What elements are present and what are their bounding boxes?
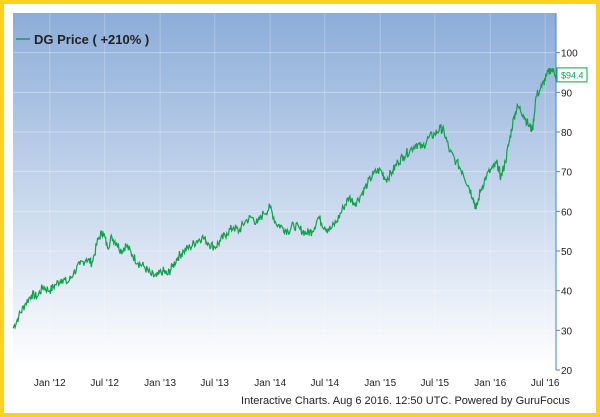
last-price-box [556,67,588,83]
y-tick-label: 70 [561,168,573,179]
y-axis-ticks: 20 30 40 50 60 70 80 90 100 [556,49,578,377]
y-tick-label: 20 [561,366,573,377]
x-tick-label: Jan '14 [254,378,286,389]
x-tick-label: Jul '12 [90,378,119,389]
last-price-flag: $94.4 [556,67,588,83]
x-tick-label: Jul '14 [310,378,339,389]
grid-lines [13,13,556,371]
x-tick-label: Jan '13 [144,378,176,389]
x-tick-label: Jan '16 [474,378,506,389]
plot-background [13,13,556,370]
x-axis-ticks: Jan '12 Jul '12 Jan '13 Jul '13 Jan '14 Jul '… [34,378,560,389]
x-tick-label: Jul '15 [421,378,450,389]
last-price-label: $94.4 [561,70,584,80]
x-tick-label: Jan '12 [34,378,66,389]
y-tick-label: 60 [561,207,573,218]
legend[interactable]: DG Price ( +210% ) [16,32,149,47]
y-tick-label: 50 [561,247,573,258]
y-tick-label: 90 [561,88,573,99]
legend-label: DG Price ( +210% ) [34,32,149,47]
x-tick-label: Jul '16 [531,378,560,389]
series-line-dg-price[interactable] [12,67,557,330]
y-tick-label: 100 [561,49,578,60]
x-tick-label: Jul '13 [200,378,229,389]
y-tick-label: 80 [561,128,573,139]
footer-credit: Interactive Charts. Aug 6 2016. 12:50 UT… [241,395,570,407]
x-tick-label: Jan '15 [364,378,396,389]
y-tick-label: 40 [561,287,573,298]
y-tick-label: 30 [561,326,573,337]
